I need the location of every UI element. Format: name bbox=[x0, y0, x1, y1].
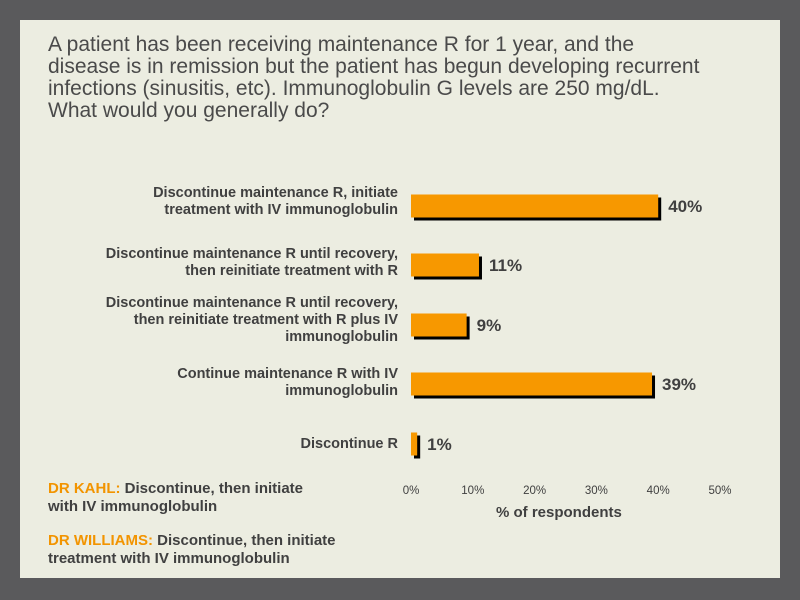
expert-opinion: DR WILLIAMS: Discontinue, then initiate … bbox=[48, 532, 408, 568]
category-label-line: treatment with IV immunoglobulin bbox=[164, 202, 398, 218]
category-label-line: Discontinue R bbox=[300, 436, 398, 452]
category-label-line: then reinitiate treatment with R plus IV bbox=[133, 312, 398, 328]
category-label: Discontinue maintenance R until recovery… bbox=[38, 246, 398, 280]
expert-answer: Discontinue, then initiate bbox=[157, 532, 336, 549]
question-line: A patient has been receiving maintenance… bbox=[48, 33, 635, 56]
category-label-line: Discontinue maintenance R until recovery… bbox=[105, 295, 398, 311]
data-label: 1% bbox=[427, 435, 452, 454]
bar bbox=[411, 253, 479, 277]
bar-chart: 40% 11% 9% 39% 1% 0% 10% 20% 30% 40% 50% bbox=[403, 194, 732, 497]
question-line: disease is in remission but the patient … bbox=[48, 55, 700, 78]
x-tick-label: 20% bbox=[523, 485, 546, 497]
category-label: Discontinue R bbox=[38, 436, 398, 453]
category-label-line: immunoglobulin bbox=[285, 329, 398, 345]
question-text: A patient has been receiving maintenance… bbox=[48, 34, 748, 122]
expert-opinion: DR KAHL: Discontinue, then initiate with… bbox=[48, 480, 408, 516]
x-tick-label: 50% bbox=[708, 485, 731, 497]
bar bbox=[411, 194, 659, 218]
bar bbox=[411, 372, 653, 396]
category-label: Discontinue maintenance R, initiate trea… bbox=[38, 185, 398, 219]
slide: A patient has been receiving maintenance… bbox=[20, 20, 780, 578]
bar bbox=[411, 432, 418, 456]
x-axis-title: % of respondents bbox=[496, 504, 622, 521]
category-label: Discontinue maintenance R until recovery… bbox=[38, 295, 398, 346]
data-label: 40% bbox=[668, 197, 702, 216]
expert-answer: with IV immunoglobulin bbox=[48, 498, 218, 515]
expert-name: DR WILLIAMS: bbox=[48, 532, 153, 549]
question-line: infections (sinusitis, etc). Immunoglobu… bbox=[48, 77, 660, 100]
category-label-line: then reinitiate treatment with R bbox=[185, 263, 398, 279]
category-label-line: Discontinue maintenance R until recovery… bbox=[105, 246, 398, 262]
category-label-line: Discontinue maintenance R, initiate bbox=[153, 185, 398, 201]
expert-name: DR KAHL: bbox=[48, 480, 121, 497]
expert-line: DR WILLIAMS: Discontinue, then initiate bbox=[48, 532, 408, 550]
x-tick-label: 0% bbox=[403, 485, 420, 497]
category-label-line: Continue maintenance R with IV bbox=[177, 366, 398, 382]
x-tick-label: 10% bbox=[461, 485, 484, 497]
expert-answer: treatment with IV immunoglobulin bbox=[48, 550, 290, 567]
bar bbox=[411, 313, 467, 337]
data-label: 39% bbox=[662, 375, 696, 394]
category-label: Continue maintenance R with IV immunoglo… bbox=[38, 366, 398, 400]
data-label: 9% bbox=[477, 316, 502, 335]
x-tick-label: 30% bbox=[585, 485, 608, 497]
x-tick-label: 40% bbox=[647, 485, 670, 497]
data-label: 11% bbox=[489, 256, 522, 275]
expert-line: DR KAHL: Discontinue, then initiate bbox=[48, 480, 408, 498]
category-label-line: immunoglobulin bbox=[285, 383, 398, 399]
question-line: What would you generally do? bbox=[48, 99, 330, 122]
expert-answer: Discontinue, then initiate bbox=[124, 480, 304, 497]
